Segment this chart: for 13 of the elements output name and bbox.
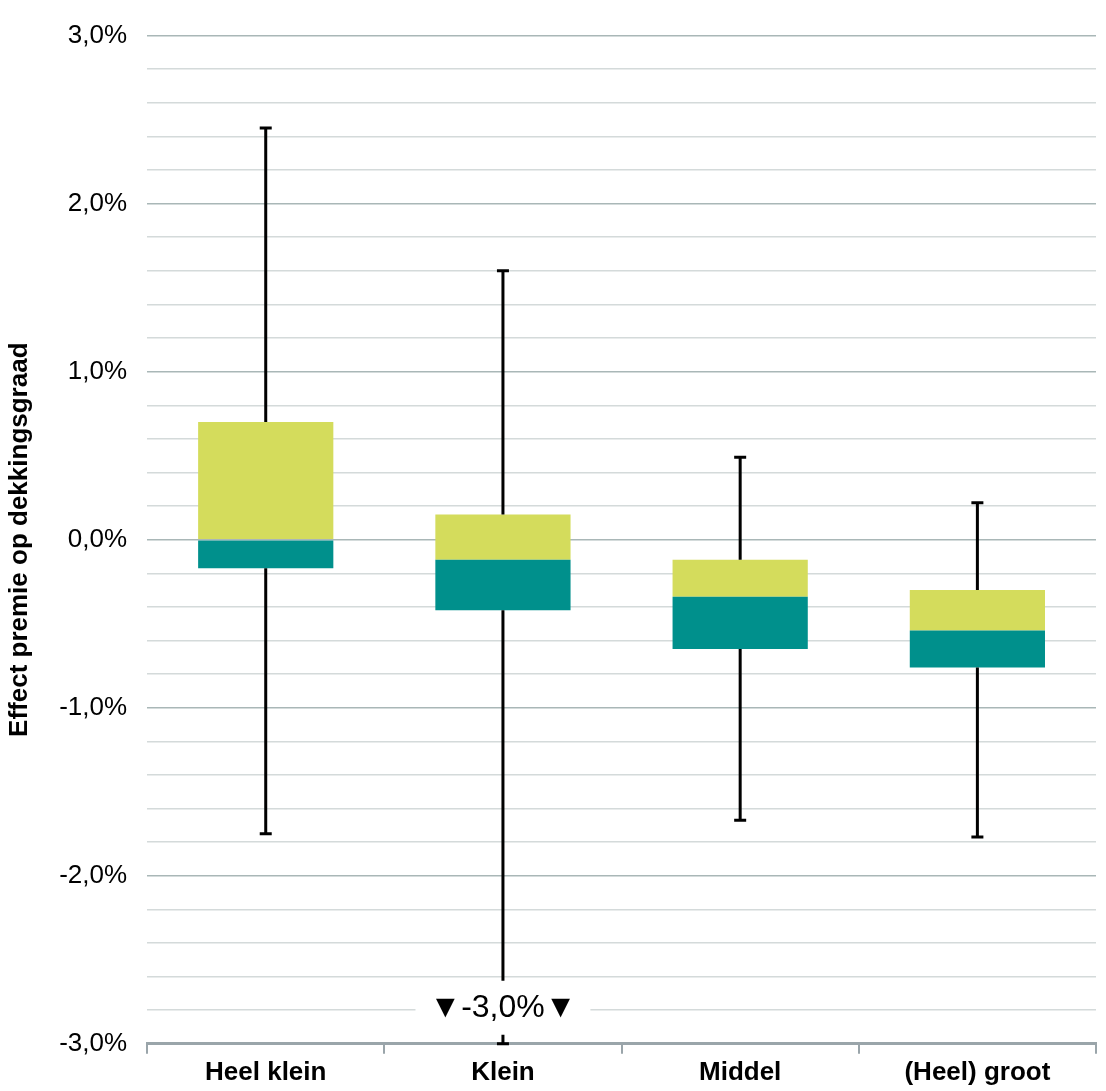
x-tick-label: Middel xyxy=(699,1055,782,1086)
y-tick-label: -1,0% xyxy=(59,690,128,721)
x-tick-label: Heel klein xyxy=(205,1055,327,1086)
y-tick-label: 1,0% xyxy=(67,354,128,385)
annotation: ▼-3,0%▼ xyxy=(429,987,577,1024)
x-tick-label: (Heel) groot xyxy=(904,1055,1051,1086)
x-tick-label: Klein xyxy=(471,1055,535,1086)
y-tick-label: 0,0% xyxy=(67,522,128,553)
y-tick-label: -3,0% xyxy=(59,1026,128,1057)
y-tick-label: 2,0% xyxy=(67,186,128,217)
y-tick-label: -2,0% xyxy=(59,858,128,889)
y-axis-title: Effect premie op dekkingsgraad xyxy=(2,342,33,737)
y-tick-label: 3,0% xyxy=(67,18,128,49)
